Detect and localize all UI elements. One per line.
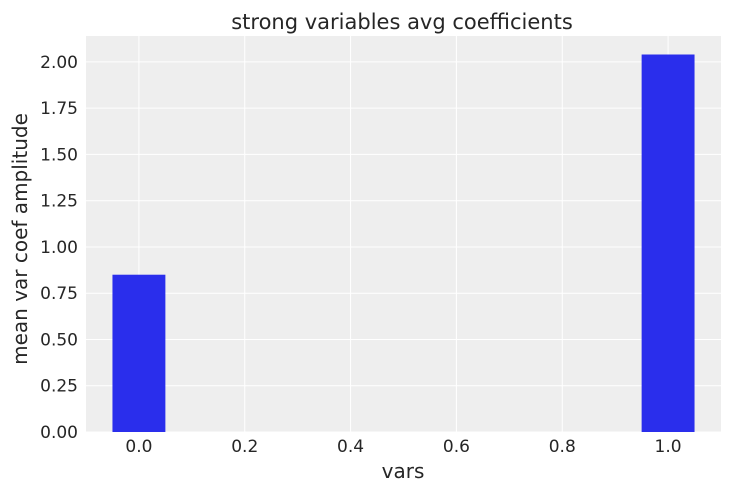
y-tick-label-6: 1.50 bbox=[40, 145, 78, 165]
y-tick-label-7: 1.75 bbox=[40, 99, 78, 119]
bar-0 bbox=[112, 274, 166, 432]
y-tick-label-4: 1.00 bbox=[40, 238, 78, 258]
y-tick-label-8: 2.00 bbox=[40, 53, 78, 73]
chart-title: strong variables avg coefficients bbox=[231, 10, 573, 34]
x-tick-label-5: 1.0 bbox=[655, 437, 682, 457]
y-tick-label-3: 0.75 bbox=[40, 284, 78, 304]
x-tick-label-4: 0.8 bbox=[549, 437, 576, 457]
x-tick-label-1: 0.2 bbox=[231, 437, 258, 457]
x-tick-labels: 0.0 0.2 0.4 0.6 0.8 1.0 bbox=[125, 437, 681, 457]
y-tick-labels: 0.00 0.25 0.50 0.75 1.00 1.25 1.50 1.75 2.00 bbox=[40, 53, 78, 443]
x-tick-label-2: 0.4 bbox=[337, 437, 364, 457]
bar-1 bbox=[641, 54, 695, 433]
y-tick-label-5: 1.25 bbox=[40, 192, 78, 212]
y-tick-label-1: 0.25 bbox=[40, 377, 78, 397]
y-tick-label-0: 0.00 bbox=[40, 423, 78, 443]
plot-area bbox=[86, 36, 721, 432]
y-axis-label: mean var coef amplitude bbox=[8, 113, 32, 365]
x-tick-label-3: 0.6 bbox=[443, 437, 470, 457]
x-tick-label-0: 0.0 bbox=[125, 437, 152, 457]
bars-layer bbox=[112, 54, 695, 433]
x-axis-label: vars bbox=[382, 459, 425, 483]
y-tick-label-2: 0.50 bbox=[40, 330, 78, 350]
